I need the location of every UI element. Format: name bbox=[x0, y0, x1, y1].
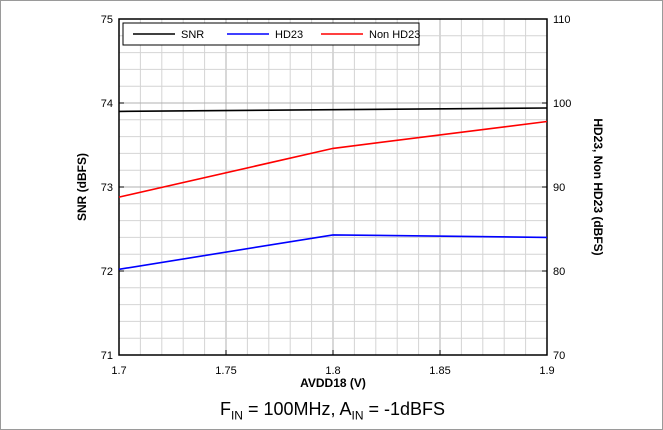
y-left-tick-label: 72 bbox=[101, 266, 113, 278]
caption-a-value: = -1dBFS bbox=[363, 399, 446, 419]
y-left-tick-label: 73 bbox=[101, 182, 113, 194]
x-tick-label: 1.75 bbox=[215, 365, 236, 377]
caption-a-sub: IN bbox=[351, 408, 364, 423]
y-left-axis-label: SNR (dBFS) bbox=[75, 153, 89, 221]
legend-label-snr: SNR bbox=[181, 29, 204, 41]
series-line-snr bbox=[118, 107, 548, 113]
y-left-tick-label: 71 bbox=[101, 350, 113, 362]
x-tick-label: 1.8 bbox=[325, 365, 340, 377]
chart-caption: FIN = 100MHz, AIN = -1dBFS bbox=[1, 399, 663, 423]
y-right-tick-label: 80 bbox=[553, 266, 565, 278]
y-right-tick-label: 110 bbox=[553, 14, 571, 26]
x-tick-label: 1.9 bbox=[539, 365, 554, 377]
x-axis-label: AVDD18 (V) bbox=[300, 376, 366, 390]
y-right-tick-label: 100 bbox=[553, 98, 571, 110]
caption-f: F bbox=[219, 399, 231, 419]
chart: 1.7 1.75 1.8 1.85 1.9 71 72 73 74 75 70 80 90 100 110 A… bbox=[75, 14, 605, 390]
legend-label-non-hd23: Non HD23 bbox=[369, 29, 420, 41]
y-right-tick-label: 70 bbox=[553, 350, 565, 362]
series-line-hd23 bbox=[118, 234, 548, 271]
y-right-tick-label: 90 bbox=[553, 182, 565, 194]
y-right-axis-label: HD23, Non HD23 (dBFS) bbox=[591, 118, 605, 255]
caption-f-sub: IN bbox=[230, 408, 243, 423]
y-left-tick-label: 74 bbox=[101, 98, 113, 110]
x-tick-label: 1.7 bbox=[111, 365, 126, 377]
legend-label-hd23: HD23 bbox=[275, 29, 303, 41]
caption-f-value: = 100MHz, A bbox=[242, 399, 352, 419]
series-line-non-hd23 bbox=[118, 120, 548, 198]
x-tick-label: 1.85 bbox=[429, 365, 450, 377]
legend-box bbox=[122, 22, 420, 46]
y-left-tick-label: 75 bbox=[101, 14, 113, 26]
